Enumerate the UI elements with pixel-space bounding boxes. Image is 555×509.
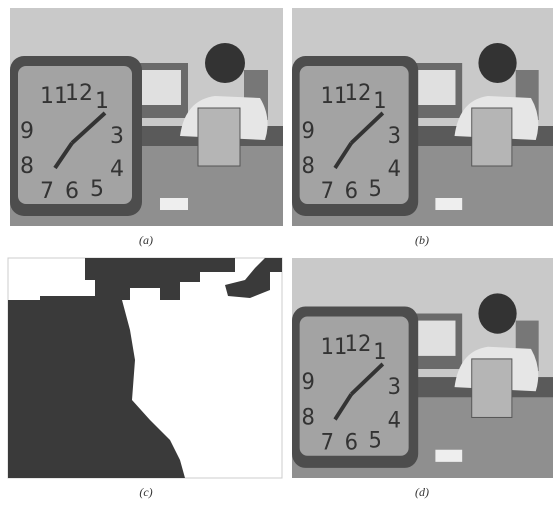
photo-d [292,258,553,478]
mask-c [8,258,282,478]
photo-b [292,8,553,226]
caption: (b) [415,233,429,247]
caption: (d) [415,485,429,499]
caption: (c) [139,485,152,499]
figure: 11121 93 84 765 (a) (b) (c) (d) [0,0,555,504]
photo-a [10,8,283,226]
caption: (a) [139,233,153,247]
